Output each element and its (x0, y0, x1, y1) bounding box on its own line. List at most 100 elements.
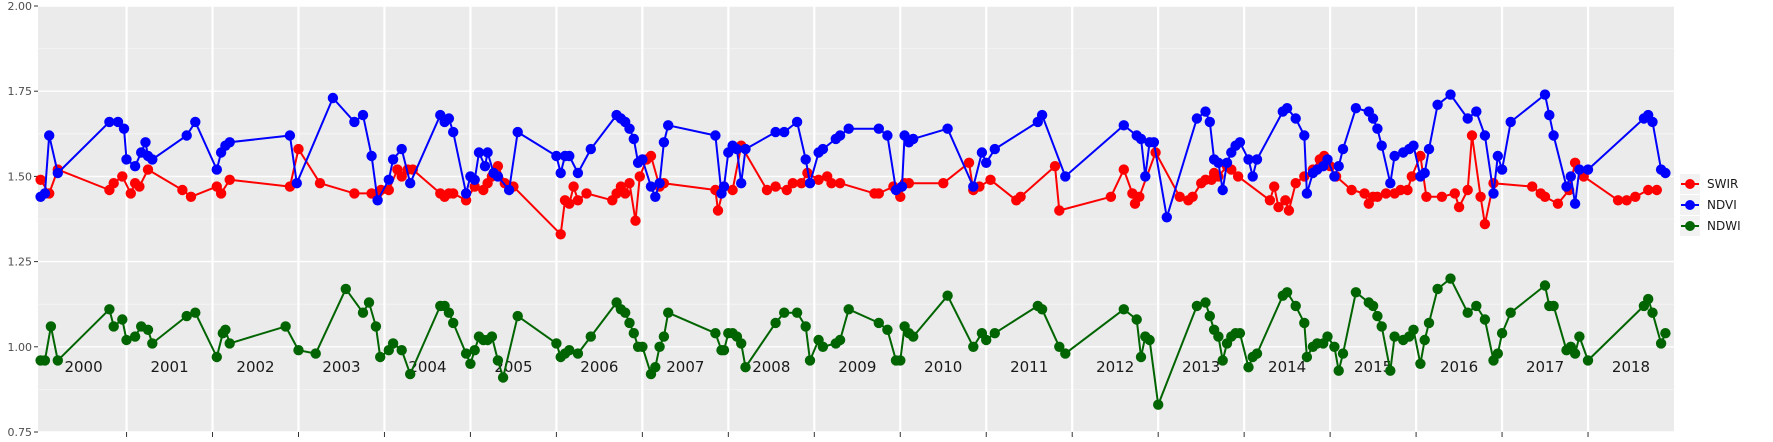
swir-point (1527, 181, 1538, 192)
swir-point (1453, 201, 1465, 213)
ndvi-point (387, 154, 399, 165)
ndwi-point (1200, 297, 1211, 308)
swir-point (1264, 195, 1276, 206)
ndwi-point (1329, 341, 1340, 352)
swir-point (1232, 171, 1244, 182)
ndvi-point (52, 167, 63, 179)
swir-point (35, 174, 46, 185)
ndwi-point (1574, 331, 1585, 342)
ndvi-point (658, 137, 670, 148)
ndvi-point (1372, 123, 1383, 134)
ndvi-point (1462, 113, 1473, 124)
ndvi-point (1221, 157, 1233, 168)
ndvi-point (482, 147, 493, 158)
ndvi-point (1389, 150, 1400, 162)
swir-point (1049, 161, 1061, 172)
ndvi-point (585, 143, 596, 155)
ndwi-point (448, 317, 459, 329)
x-axis (126, 432, 1589, 437)
y-tick-label: 1.50 (8, 170, 33, 183)
ndvi-point (1574, 164, 1585, 175)
ndwi-point (710, 328, 721, 339)
ndwi-point (52, 355, 63, 366)
ndwi-point (908, 331, 919, 342)
ndwi-point (572, 348, 584, 359)
ndwi-point (1408, 324, 1419, 335)
ndvi-point (1660, 167, 1671, 179)
ndvi-point (637, 154, 648, 165)
ndvi-point (572, 167, 584, 179)
ndvi-point (1135, 133, 1147, 145)
swir-point (630, 215, 641, 226)
swir-point (645, 150, 657, 162)
ndwi-point (370, 321, 382, 332)
ndvi-point (1432, 99, 1443, 111)
ndwi-point (45, 321, 57, 332)
ndwi-point (779, 307, 790, 318)
y-tick-label: 1.00 (8, 341, 33, 354)
ndwi-point (310, 348, 321, 359)
ndwi-point (1060, 348, 1071, 359)
swir-point (117, 171, 128, 182)
ndvi-point (1200, 106, 1211, 117)
swir-point (1449, 188, 1461, 199)
ndvi-point (1582, 164, 1594, 175)
ndvi-point (492, 171, 504, 182)
swir-point (1372, 191, 1383, 202)
ndvi-point (443, 113, 455, 124)
year-label-2016: 2016 (1440, 358, 1478, 376)
ndwi-point (1471, 300, 1482, 312)
ndwi-point (882, 324, 893, 335)
swir-point (1015, 191, 1026, 202)
ndvi-point (551, 150, 562, 162)
ndwi-point (1385, 365, 1396, 376)
ndvi-point (834, 130, 846, 141)
ndwi-point (843, 304, 854, 315)
ndvi-point (460, 188, 472, 199)
ndvi-point (479, 161, 491, 172)
ndwi-point (1191, 300, 1203, 312)
ndwi-point (770, 317, 781, 329)
ndvi-point (405, 178, 416, 189)
swir-point (620, 188, 631, 199)
ndwi-point (1548, 300, 1559, 312)
ndwi-point (1144, 334, 1155, 346)
swir-point (1436, 191, 1448, 202)
ndwi-point (1389, 331, 1400, 342)
ndwi-point (486, 331, 498, 342)
y-tick-label: 1.25 (8, 256, 33, 269)
ndvi-point (1299, 130, 1310, 141)
ndvi-point (1505, 116, 1516, 128)
swir-point (796, 178, 807, 189)
ndvi-point (1565, 171, 1577, 182)
ndvi-point (1322, 154, 1333, 165)
ndvi-point (503, 184, 515, 196)
swir-point (1421, 191, 1432, 202)
ndvi-point (896, 181, 908, 192)
ndvi-point (44, 130, 55, 141)
swir-point (142, 164, 154, 175)
ndwi-point (340, 283, 351, 295)
ndwi-point (1153, 399, 1164, 410)
ndvi-point (39, 188, 51, 199)
ndwi-point (1299, 317, 1310, 329)
ndvi-point (718, 181, 730, 192)
swir-point (1359, 188, 1370, 199)
ndvi-point (1367, 113, 1379, 124)
ndvi-point (129, 161, 141, 172)
swir-point (781, 184, 792, 196)
ndwi-point (740, 362, 751, 373)
year-label-2017: 2017 (1526, 358, 1564, 376)
ndvi-point (1213, 157, 1224, 168)
ndvi-point (1247, 171, 1258, 182)
ndwi-point (1290, 300, 1301, 312)
ndvi-point (1445, 89, 1456, 100)
swir-point (1479, 218, 1491, 230)
ndwi-point (663, 307, 674, 318)
ndvi-point (654, 178, 665, 189)
swir-point (1105, 191, 1117, 202)
year-labels: 2000 2001 2002 2003 2004 2005 2006 2007 2008 2009… (64, 358, 1650, 376)
year-label-2002: 2002 (236, 358, 274, 376)
swir-point (215, 188, 227, 199)
ndvi-point (942, 123, 953, 134)
